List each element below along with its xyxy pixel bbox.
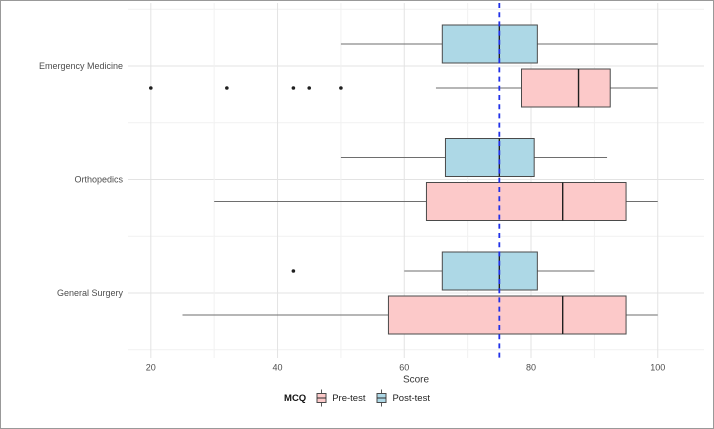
- legend-item-label: Pre-test: [332, 392, 366, 404]
- category-label: Orthopedics: [74, 175, 123, 185]
- legend-key-boxplot-icon: [376, 389, 387, 407]
- outlier-point: [307, 86, 312, 90]
- category-label: General Surgery: [57, 288, 124, 298]
- legend-items: Pre-test Post-test: [315, 389, 430, 407]
- outlier-point: [339, 86, 343, 90]
- box: [441, 251, 538, 291]
- x-tick-label: 20: [146, 363, 156, 373]
- category-label: Emergency Medicine: [39, 61, 123, 71]
- x-axis-title: Score: [403, 375, 430, 386]
- box: [441, 24, 538, 64]
- legend-title: MCQ: [284, 392, 307, 404]
- axis-layer: 20 40 60 80 100 Emergency Medicine Orthopedics…: [39, 61, 665, 373]
- box: [521, 68, 611, 108]
- legend-item-label: Post-test: [392, 392, 430, 404]
- legend: MCQ Pre-test Post-test: [1, 389, 713, 407]
- x-tick-label: 60: [399, 363, 409, 373]
- box: [444, 138, 535, 177]
- legend-item: Pre-test: [315, 389, 365, 407]
- outlier-point: [291, 269, 296, 273]
- outlier-point: [149, 86, 153, 90]
- boxplot-chart: 20 40 60 80 100 Emergency Medicine Orthopedics…: [39, 3, 704, 386]
- x-tick-label: 40: [273, 363, 283, 373]
- box: [425, 182, 627, 221]
- box-layer: [149, 24, 658, 335]
- outlier-point: [225, 86, 229, 90]
- legend-item: Post-test: [375, 389, 430, 407]
- x-tick-label: 100: [650, 363, 665, 373]
- box: [387, 295, 627, 335]
- outlier-point: [291, 86, 296, 90]
- legend-key-boxplot-icon: [316, 389, 327, 407]
- x-tick-label: 80: [526, 363, 536, 373]
